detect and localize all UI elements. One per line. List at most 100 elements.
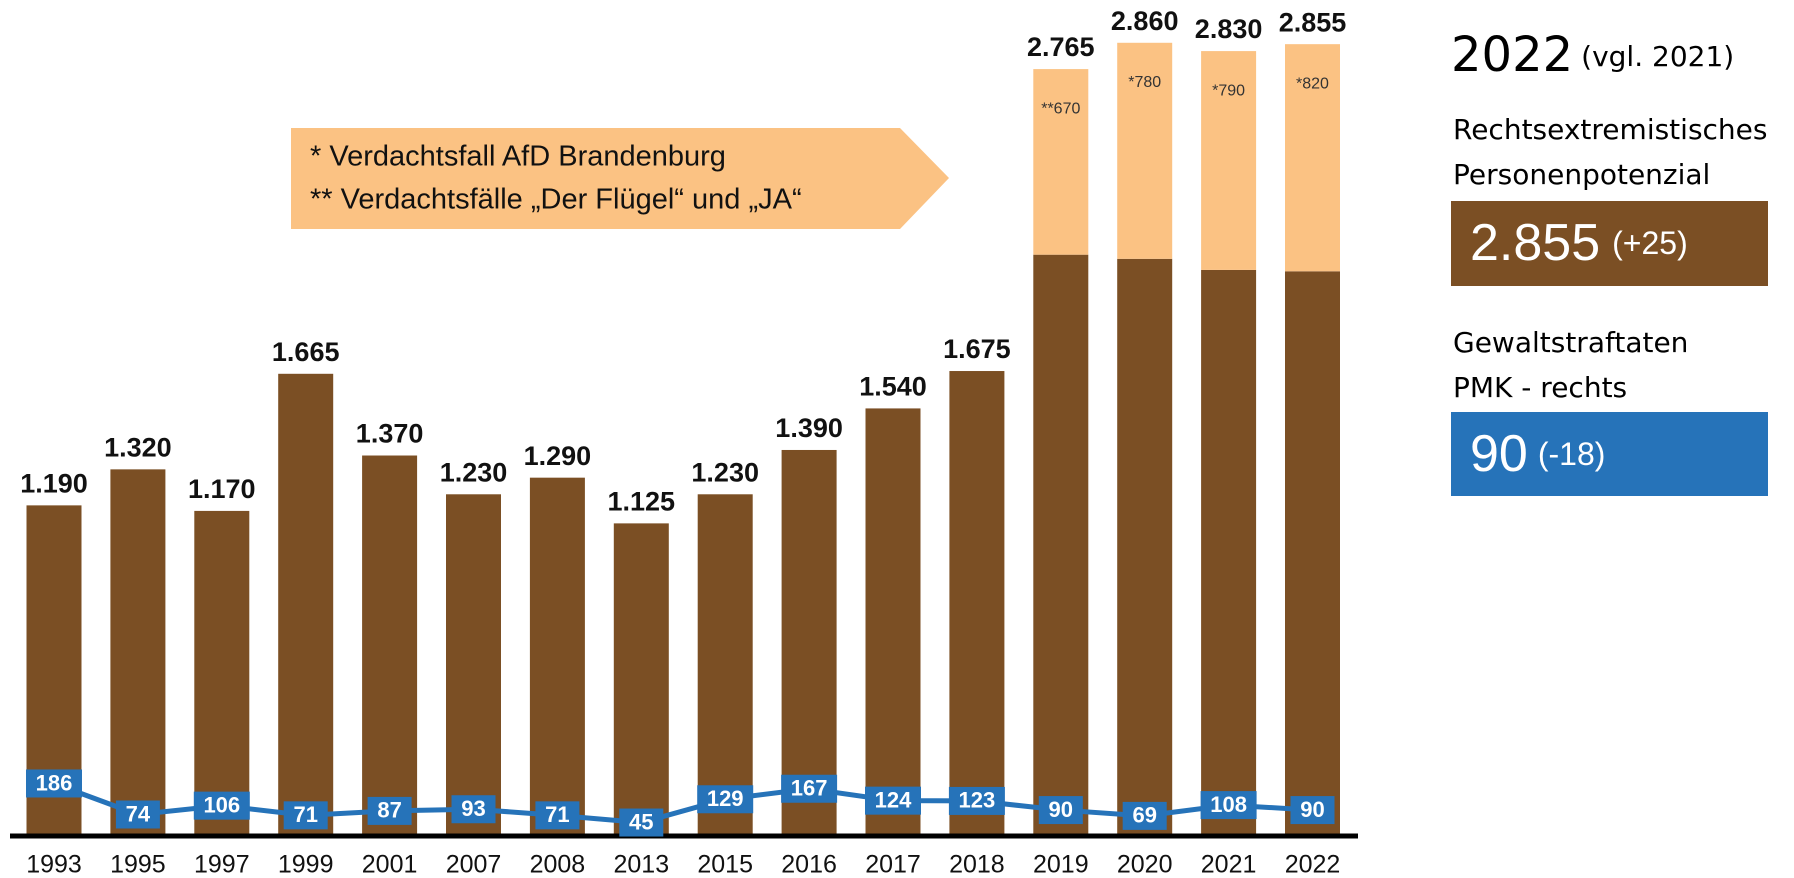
line-label: 108 — [1210, 792, 1247, 817]
line-label: 167 — [791, 776, 828, 801]
segment-label: **670 — [1041, 100, 1080, 117]
line-marker — [451, 795, 496, 824]
bar-segment — [278, 373, 334, 835]
x-tick-label: 1999 — [278, 851, 334, 878]
bar-segment — [613, 523, 669, 835]
annotation: * Verdachtsfall AfD Brandenburg — [310, 141, 726, 173]
panel-label: Gewaltstraftaten — [1453, 326, 1688, 359]
panel-label: Rechtsextremistisches — [1453, 113, 1767, 146]
annotation: ** Verdachtsfälle „Der Flügel“ und „JA“ — [310, 184, 802, 216]
line-marker — [781, 774, 838, 803]
total-label: 1.320 — [104, 432, 172, 462]
x-tick-label: 2001 — [362, 851, 418, 878]
x-tick-label: 2017 — [865, 851, 921, 878]
line-marker — [1290, 796, 1335, 825]
total-label: 1.370 — [356, 419, 424, 449]
x-tick-label: 2015 — [697, 851, 753, 878]
panel-box — [1451, 201, 1768, 286]
total-label: 2.860 — [1111, 6, 1179, 36]
line-marker — [948, 786, 1005, 815]
total-label: 1.540 — [859, 372, 927, 402]
bar-segment — [1201, 51, 1257, 270]
compare: (vgl. 2021) — [1581, 40, 1734, 73]
line-marker — [115, 800, 160, 829]
panel-label: Personenpotenzial — [1453, 158, 1710, 191]
bar-segment — [1117, 258, 1173, 836]
x-tick-label: 2019 — [1033, 851, 1089, 878]
line-marker — [1122, 801, 1167, 830]
bar-segment — [194, 510, 250, 835]
bar-segment — [110, 469, 166, 835]
total-label: 2.830 — [1195, 14, 1263, 44]
x-tick-label: 2022 — [1285, 851, 1341, 878]
line-marker — [865, 786, 921, 815]
line-label: 93 — [461, 796, 485, 821]
annotation-arrow — [291, 128, 949, 229]
value: 90 — [1470, 425, 1528, 483]
line-marker — [26, 769, 82, 798]
bar-segment — [697, 494, 753, 835]
line-marker — [367, 796, 412, 825]
line-label: 45 — [629, 809, 653, 834]
delta: (-18) — [1538, 436, 1606, 472]
total-label: 1.170 — [188, 474, 256, 504]
line-label: 123 — [959, 788, 996, 813]
bar-segment — [1117, 42, 1173, 259]
x-tick-label: 1993 — [26, 851, 82, 878]
bar-segment — [781, 449, 837, 835]
line — [53, 781, 1313, 826]
total-label: 2.855 — [1279, 7, 1347, 37]
bar-segment — [1033, 254, 1089, 835]
line-marker — [697, 785, 754, 814]
bar-segment — [446, 494, 501, 835]
bar-segment — [1033, 69, 1089, 255]
bar-segment — [529, 477, 585, 835]
line-label: 87 — [377, 798, 401, 823]
bar-segment — [1201, 269, 1257, 835]
segment-label: *780 — [1128, 74, 1161, 91]
bar-segment — [1285, 44, 1340, 272]
x-tick-label: 1997 — [194, 851, 250, 878]
panel-box — [1451, 412, 1768, 496]
total-label: 2.765 — [1027, 32, 1095, 62]
line-label: 69 — [1132, 803, 1156, 828]
total-label: 1.230 — [440, 457, 508, 487]
panel-year: 2022 (vgl. 2021) — [1451, 27, 1734, 83]
x-tick-label: 2007 — [446, 851, 502, 878]
total-label: 1.190 — [20, 468, 88, 498]
x-tick-label: 2016 — [781, 851, 837, 878]
panel-label: PMK - rechts — [1453, 371, 1627, 404]
x-tick-label: 2021 — [1201, 851, 1257, 878]
x-tick-label: 2008 — [530, 851, 586, 878]
line-marker — [535, 801, 580, 830]
total-label: 1.390 — [775, 413, 843, 443]
side-panel: 2022 (vgl. 2021) Rechtsextremistisches Pe… — [1451, 27, 1768, 496]
line-label: 186 — [36, 770, 73, 795]
line-marker — [619, 808, 664, 837]
value: 2.855 — [1470, 214, 1600, 272]
x-tick-label: 2013 — [613, 851, 669, 878]
x-tick-label: 1995 — [110, 851, 166, 878]
line-marker — [283, 801, 328, 830]
x-tick-label: 2020 — [1117, 851, 1173, 878]
total-label: 1.290 — [524, 441, 592, 471]
line-label: 74 — [126, 801, 151, 826]
total-label: 1.230 — [691, 457, 759, 487]
segment-label: *790 — [1212, 82, 1245, 99]
line-label: 124 — [875, 787, 912, 812]
panel-value: 2.855 (+25) — [1470, 214, 1688, 272]
line-marker — [1200, 791, 1257, 820]
segment-label: *820 — [1296, 75, 1329, 92]
total-label: 1.665 — [272, 337, 340, 367]
line-marker — [1038, 796, 1083, 825]
panel-value: 90 (-18) — [1470, 425, 1605, 483]
line-label: 71 — [545, 802, 569, 827]
line-label: 71 — [293, 802, 317, 827]
line-label: 106 — [203, 792, 240, 817]
x-tick-label: 2018 — [949, 851, 1005, 878]
delta: (+25) — [1612, 225, 1688, 261]
line-marker — [193, 791, 250, 820]
bar-segment — [362, 455, 418, 835]
bar-segment — [949, 371, 1005, 835]
line-label: 90 — [1300, 797, 1324, 822]
